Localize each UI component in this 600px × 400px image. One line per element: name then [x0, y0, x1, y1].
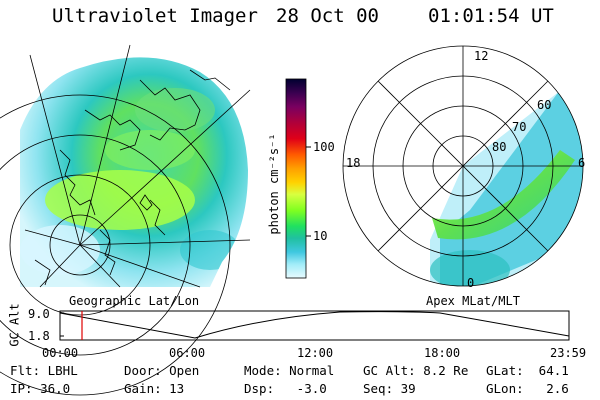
mlt-label-18: 18 [346, 156, 361, 170]
timeline-xtick-0000: 00:00 [42, 346, 79, 360]
timeline-axis-label: GC Alt [7, 303, 22, 347]
left-map-label: Geographic Lat/Lon [69, 294, 200, 308]
mlt-label-0: 0 [467, 276, 475, 290]
timeline-xtick-0600: 06:00 [169, 346, 206, 360]
info-gain: Gain: 13 [124, 381, 185, 396]
date-label: 28 Oct 00 [276, 5, 379, 27]
info-ip: IP: 36.0 [10, 381, 71, 396]
info-mode: Mode: Normal [244, 363, 335, 378]
info-glat: GLat: 64.1 [486, 363, 569, 378]
info-glon: GLon: 2.6 [486, 381, 569, 396]
latlon-grid [0, 44, 251, 396]
polar-grid [342, 45, 584, 287]
mlat-label-60: 60 [537, 98, 552, 112]
mlat-label-80: 80 [492, 140, 507, 154]
colorbar-unit-label: photon cm⁻²s⁻¹ [267, 133, 281, 235]
right-map-label: Apex MLat/MLT [426, 294, 520, 308]
timeline-xtick-1200: 12:00 [297, 346, 334, 360]
colorbar-tick-100: 100 [313, 140, 335, 154]
altitude-curve [59, 311, 570, 339]
colorbar [285, 78, 311, 279]
colorbar-tick-10: 10 [313, 229, 328, 243]
polar-plot [342, 45, 584, 287]
info-gcalt: GC Alt: 8.2 Re [363, 363, 469, 378]
mlt-label-6: 6 [578, 156, 586, 170]
info-flt: Flt: LBHL [10, 363, 78, 378]
timeline-plot [59, 310, 570, 341]
timeline-ytick-9: 9.0 [28, 307, 50, 321]
timeline-xtick-2359: 23:59 [550, 346, 587, 360]
mlat-label-70: 70 [512, 120, 527, 134]
timeline-ytick-1: 1.8 [28, 329, 50, 343]
time-label: 01:01:54 UT [428, 5, 554, 27]
instrument-title: Ultraviolet Imager [52, 5, 258, 27]
info-seq: Seq: 39 [363, 381, 416, 396]
info-dsp: Dsp: -3.0 [244, 381, 327, 396]
timeline-xtick-1800: 18:00 [424, 346, 461, 360]
mlt-label-12: 12 [474, 49, 489, 63]
info-door: Door: Open [124, 363, 200, 378]
